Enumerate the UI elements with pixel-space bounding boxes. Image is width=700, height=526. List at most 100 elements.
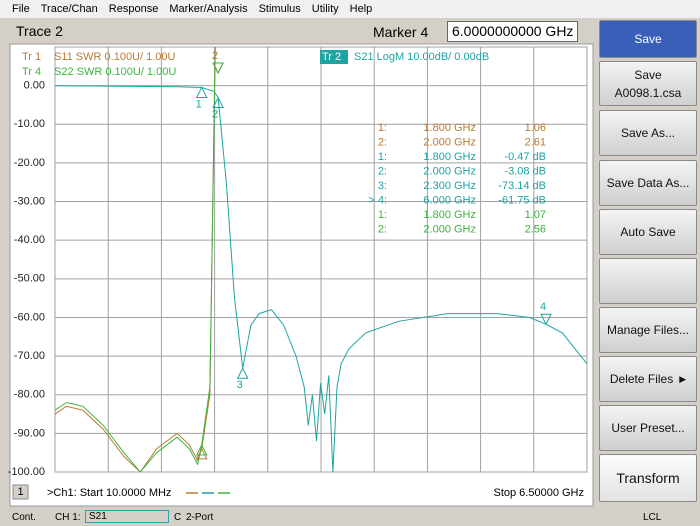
menu-item[interactable]: Help [349,3,373,15]
trace-id-highlight [320,50,348,64]
marker-response: 2.61 [525,136,546,148]
softkey-save[interactable]: Save [599,20,697,58]
marker-id: 2: [378,165,387,177]
softkey-label: Delete Files [609,372,674,386]
status-correction: C [174,512,182,523]
menu-item[interactable]: File [12,3,30,15]
trace-line [55,85,587,472]
marker-id: 1: [378,151,387,163]
marker-stimulus: 1.800 GHz [423,209,476,221]
trace-label: S22 SWR 0.100U/ 1.00U [54,66,176,78]
status-remote: LCL [643,512,662,523]
marker-triangle [540,313,552,326]
softkey-save-data-as[interactable]: Save Data As... [599,160,697,206]
status-mode: Cont. [12,512,36,523]
marker-response: 1.07 [525,209,546,221]
softkey-sublabel: A0098.1.csa [614,85,682,100]
chart-panel [9,43,594,507]
marker-id: 2: [378,136,387,148]
marker-tag: 2 [212,108,218,120]
marker-label: Marker 4 [373,24,429,40]
marker-id: 2: [378,223,387,235]
marker-triangle [195,443,208,456]
marker-stimulus: 2.300 GHz [423,180,476,192]
marker-stimulus: 2.000 GHz [423,165,476,177]
status-channel: CH 1: [55,512,81,523]
menu-item[interactable]: Utility [311,3,339,15]
marker-triangle [212,62,224,75]
softkey-label: Save [634,32,662,46]
marker-stimulus: 2.000 GHz [423,136,476,148]
softkey-manage-files[interactable]: Manage Files... [599,307,697,353]
marker-response: -61.75 dB [498,194,546,206]
y-tick-label: -40.00 [14,234,45,246]
submenu-arrow: ▶ [679,373,687,384]
marker-response: 2.56 [525,223,546,235]
marker-value-input[interactable]: 6.0000000000 GHz [447,21,578,42]
softkey-transform[interactable]: Transform [599,454,697,502]
marker-tag: 3 [237,379,243,391]
status-measurement: S21 [85,510,169,523]
marker-response: -73.14 dB [498,180,546,192]
y-tick-label: 0.00 [24,80,45,92]
channel-box [12,484,29,500]
softkey-label: Manage Files... [606,323,690,337]
start-label: >Ch1: Start 10.0000 MHz [47,487,171,499]
trace-label: S11 SWR 0.100U/ 1.00U [54,51,176,63]
menu-item[interactable]: Marker/Analysis [169,3,248,15]
channel-number: 1 [17,486,23,498]
softkey-label: Save [634,67,662,82]
softkey-label: User Preset... [611,421,685,435]
menu-item[interactable]: Trace/Chan [40,3,98,15]
menu-item[interactable]: Response [108,3,159,15]
marker-id: 1: [378,209,387,221]
marker-id: > 4: [368,194,387,206]
marker-triangle [212,96,224,109]
trace-id: Tr 1 [22,51,41,63]
marker-stimulus: 1.800 GHz [423,151,476,163]
softkey-blank [599,258,697,304]
marker-id: 3: [378,180,387,192]
stop-label: Stop 6.50000 GHz [493,487,584,499]
softkey-label: Save As... [620,126,676,140]
chart-area: 0.00 -10.00 -20.00 -30.00 -40.00 -50.00 -60.00… [8,43,594,507]
y-tick-label: -30.00 [14,195,45,207]
softkey-label: Transform [616,470,680,486]
marker-triangle [195,447,208,460]
marker-stimulus: 6.000 GHz [423,194,476,206]
marker-response: -0.47 dB [504,151,546,163]
marker-stimulus: 1.800 GHz [423,122,476,134]
y-tick-label: -20.00 [14,157,45,169]
trace-id: Tr 2 [322,51,341,63]
trace-label: S21 LogM 10.00dB/ 0.00dB [354,51,489,63]
y-tick-label: -70.00 [14,350,45,362]
marker-response: 1.06 [525,122,546,134]
softkey-label: Save Data As... [606,176,690,190]
softkey-auto-save[interactable]: Auto Save [599,209,697,255]
softkey-delete-files[interactable]: Delete Files ▶ [599,356,697,402]
y-tick-label: -80.00 [14,389,45,401]
menu-bar: File Trace/Chan Response Marker/Analysis Sti… [0,0,700,18]
y-tick-label: -10.00 [14,118,45,130]
softkey-label: Auto Save [620,225,676,239]
marker-stimulus: 2.000 GHz [423,223,476,235]
softkey-user-preset[interactable]: User Preset... [599,405,697,451]
marker-tag: 2 [212,50,218,62]
y-tick-label: -50.00 [14,273,45,285]
trace-id: Tr 4 [22,66,41,78]
marker-triangle [195,86,208,98]
softkey-save-as[interactable]: Save As... [599,110,697,156]
active-trace: Trace 2 [16,23,63,39]
y-tick-label: -90.00 [14,427,45,439]
softkey-save-file[interactable]: Save A0098.1.csa [599,61,697,106]
marker-response: -3.08 dB [504,165,546,177]
y-tick-label: -100.00 [8,466,45,478]
menu-item[interactable]: Stimulus [258,3,301,15]
y-tick-label: -60.00 [14,311,45,323]
marker-triangle [236,367,249,379]
status-ports: 2-Port [186,512,214,523]
marker-tag: 1 [196,98,202,110]
marker-tag: 4 [540,301,546,313]
marker-id: 1: [378,122,387,134]
